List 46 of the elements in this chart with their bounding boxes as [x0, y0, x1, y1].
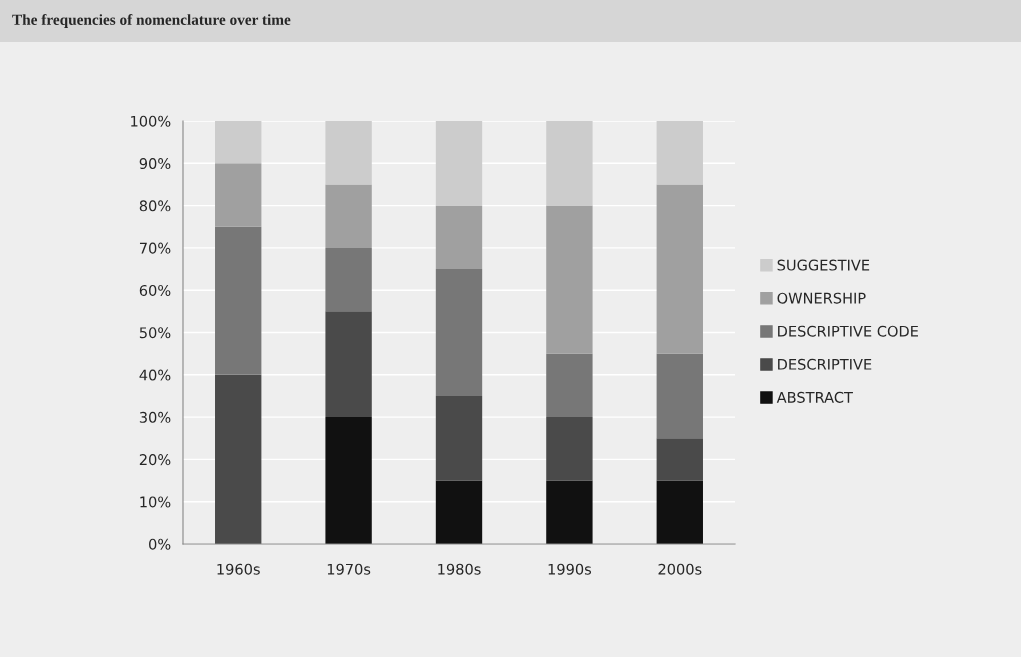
y-tick-label: 40%	[139, 369, 171, 381]
bar	[656, 353, 703, 439]
bar	[546, 353, 593, 418]
bar	[435, 480, 483, 544]
bar	[656, 438, 703, 481]
legend-label: OWNERSHIP	[777, 292, 866, 304]
bar	[325, 121, 372, 185]
bar	[656, 121, 703, 185]
x-tick-label: 1960s	[217, 563, 260, 575]
bar	[656, 480, 703, 544]
bar	[215, 121, 262, 164]
chart-title: The frequencies of nomenclature over time	[12, 13, 291, 29]
bar	[325, 247, 372, 312]
bar	[546, 205, 593, 354]
bar	[325, 184, 372, 248]
y-tick-label: 90%	[139, 158, 171, 170]
bar	[546, 121, 593, 206]
bar	[435, 269, 483, 396]
y-tick-label: 20%	[139, 454, 171, 466]
bar	[546, 417, 593, 481]
x-tick-label: 1970s	[327, 563, 371, 575]
bar	[215, 374, 262, 544]
bar	[325, 417, 372, 544]
bar	[435, 395, 483, 481]
bar	[215, 163, 262, 227]
legend-label: DESCRIPTIVE CODE	[778, 325, 918, 337]
y-tick-label: 80%	[139, 200, 171, 212]
y-tick-label: 70%	[139, 242, 171, 254]
x-tick-label: 1990s	[548, 563, 592, 575]
bar	[435, 205, 483, 270]
x-tick-label: 1980s	[438, 563, 481, 575]
y-tick-label: 50%	[139, 327, 171, 339]
legend-label: SUGGESTIVE	[777, 259, 870, 271]
bar	[435, 121, 483, 206]
legend-label: DESCRIPTIVE	[778, 358, 872, 370]
y-tick-label: 60%	[139, 284, 171, 296]
y-tick-label: 30%	[139, 411, 171, 423]
y-tick-label: 0%	[149, 538, 171, 550]
legend-label: ABSTRACT	[776, 391, 853, 403]
bar	[215, 226, 262, 375]
bar	[546, 480, 593, 544]
y-tick-label: 100%	[131, 115, 171, 127]
bar	[325, 311, 372, 418]
y-tick-label: 10%	[140, 496, 171, 508]
bar	[656, 184, 703, 354]
x-tick-label: 2000s	[658, 563, 702, 575]
